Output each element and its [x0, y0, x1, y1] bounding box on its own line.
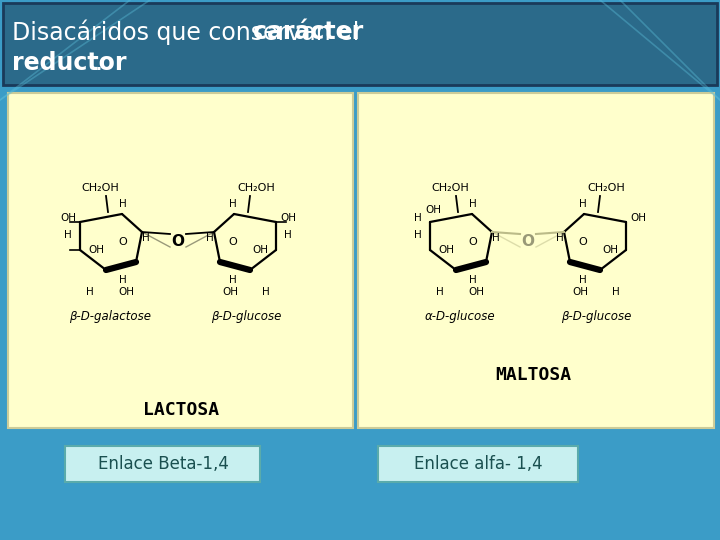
- Text: OH: OH: [118, 287, 134, 297]
- Text: O: O: [579, 237, 588, 247]
- Bar: [3, 3, 717, 85]
- Text: CH₂OH: CH₂OH: [81, 183, 119, 193]
- Bar: [65, 446, 260, 482]
- Text: MALTOSA: MALTOSA: [495, 366, 571, 384]
- Text: O: O: [469, 237, 477, 247]
- Text: H: H: [492, 233, 500, 243]
- Text: O: O: [171, 234, 184, 249]
- Text: LACTOSA: LACTOSA: [143, 401, 219, 419]
- Text: OH: OH: [425, 205, 441, 215]
- Text: OH: OH: [468, 287, 484, 297]
- Text: H: H: [612, 287, 620, 297]
- Text: OH: OH: [222, 287, 238, 297]
- Text: H: H: [229, 199, 237, 209]
- Text: H: H: [579, 275, 587, 285]
- Text: OH: OH: [280, 213, 296, 223]
- Text: H: H: [436, 287, 444, 297]
- Text: H: H: [579, 199, 587, 209]
- Text: H: H: [262, 287, 270, 297]
- Text: H: H: [64, 230, 72, 240]
- Text: H: H: [142, 233, 150, 243]
- Text: H: H: [86, 287, 94, 297]
- Text: α-D-glucose: α-D-glucose: [425, 310, 495, 323]
- Text: CH₂OH: CH₂OH: [237, 183, 275, 193]
- Bar: [358, 93, 714, 428]
- Text: Disacáridos que conservan el: Disacáridos que conservan el: [12, 19, 367, 45]
- Text: H: H: [414, 230, 422, 240]
- Text: H: H: [229, 275, 237, 285]
- Bar: [378, 446, 578, 482]
- Text: Enlace Beta-1,4: Enlace Beta-1,4: [98, 455, 228, 473]
- Text: H: H: [469, 275, 477, 285]
- Text: Enlace alfa- 1,4: Enlace alfa- 1,4: [414, 455, 542, 473]
- Text: CH₂OH: CH₂OH: [431, 183, 469, 193]
- Text: O: O: [229, 237, 238, 247]
- Text: β-D-glucose: β-D-glucose: [561, 310, 631, 323]
- Text: β-D-galactose: β-D-galactose: [69, 310, 151, 323]
- Text: H: H: [414, 213, 422, 223]
- Text: H: H: [469, 199, 477, 209]
- Text: H: H: [119, 199, 127, 209]
- Text: OH: OH: [572, 287, 588, 297]
- Text: O: O: [521, 234, 534, 249]
- Text: H: H: [284, 230, 292, 240]
- Text: OH: OH: [630, 213, 646, 223]
- Text: OH: OH: [252, 245, 268, 255]
- Text: H: H: [119, 275, 127, 285]
- Text: β-D-glucose: β-D-glucose: [211, 310, 282, 323]
- Text: .: .: [88, 51, 103, 75]
- Text: H: H: [206, 233, 214, 243]
- Text: CH₂OH: CH₂OH: [587, 183, 625, 193]
- Text: carácter: carácter: [253, 20, 363, 44]
- Text: OH: OH: [88, 245, 104, 255]
- Text: OH: OH: [602, 245, 618, 255]
- Text: reductor: reductor: [12, 51, 127, 75]
- Text: OH: OH: [438, 245, 454, 255]
- Text: O: O: [119, 237, 127, 247]
- Text: H: H: [556, 233, 564, 243]
- Bar: [8, 93, 353, 428]
- Text: OH: OH: [60, 213, 76, 223]
